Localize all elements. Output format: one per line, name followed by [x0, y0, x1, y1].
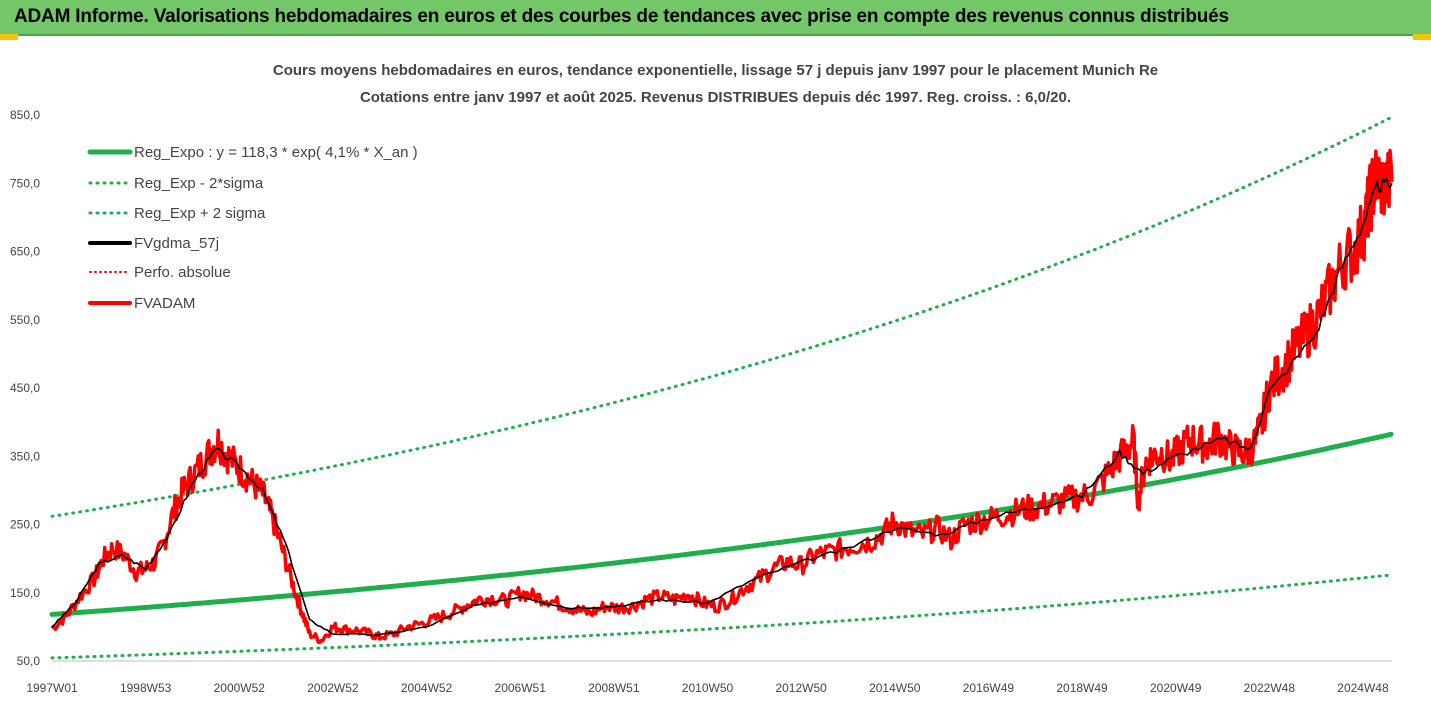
chart-legend: Reg_Expo : y = 118,3 * exp( 4,1% * X_an … — [87, 144, 418, 312]
x-tick-label: 2024W48 — [1337, 681, 1389, 695]
series-fvgdma-57j — [51, 177, 1393, 637]
x-tick-label: 2002W52 — [307, 681, 359, 695]
legend-fvgdma-57j-label: FVgdma_57j — [134, 235, 219, 252]
legend-perfo-absolue-label: Perfo. absolue — [134, 264, 231, 281]
y-tick-label: 350,0 — [10, 449, 40, 463]
series-reg-expo — [49, 431, 1394, 617]
series-fvadam — [50, 148, 1394, 645]
y-tick-label: 650,0 — [10, 245, 40, 259]
report-banner: ADAM Informe. Valorisations hebdomadaire… — [0, 0, 1431, 36]
chart-title: Cours moyens hebdomadaires en euros, ten… — [272, 62, 1159, 79]
chart-axes: 50,0 150,0 250,0 350,0 450,0 550,0 650,0 750,0 8… — [10, 108, 1392, 695]
x-tick-label: 2010W50 — [682, 681, 734, 695]
y-tick-label: 250,0 — [10, 518, 40, 532]
legend-reg-expo-label: Reg_Expo : y = 118,3 * exp( 4,1% * X_an … — [134, 144, 418, 161]
y-tick-label: 850,0 — [10, 108, 40, 122]
chart-series — [49, 116, 1394, 660]
y-tick-label: 550,0 — [10, 313, 40, 327]
x-tick-label: 2000W52 — [214, 681, 266, 695]
corner-accent-left — [0, 34, 18, 40]
series-reg-plus-2sigma — [50, 116, 1393, 518]
x-tick-label: 1998W53 — [120, 681, 172, 695]
x-tick-label: 2022W48 — [1244, 681, 1296, 695]
x-tick-label: 2018W49 — [1056, 681, 1108, 695]
y-tick-label: 50,0 — [17, 654, 41, 668]
chart-subtitle: Cotations entre janv 1997 et août 2025. … — [359, 89, 1072, 106]
legend-reg-minus-2sigma-label: Reg_Exp - 2*sigma — [134, 175, 264, 192]
series-reg-minus-2sigma — [50, 573, 1393, 660]
corner-accent-right — [1413, 34, 1431, 40]
x-tick-label: 2014W50 — [869, 681, 921, 695]
report-title: ADAM Informe. Valorisations hebdomadaire… — [14, 6, 1229, 27]
x-tick-label: 2012W50 — [775, 681, 827, 695]
x-tick-label: 2008W51 — [588, 681, 640, 695]
y-tick-label: 450,0 — [10, 381, 40, 395]
x-tick-label: 2016W49 — [963, 681, 1015, 695]
x-tick-label: 2004W52 — [401, 681, 453, 695]
y-tick-label: 150,0 — [10, 586, 40, 600]
legend-fvadam-label: FVADAM — [134, 295, 195, 312]
legend-reg-plus-2sigma-label: Reg_Exp + 2 sigma — [134, 205, 266, 222]
x-tick-label: 1997W01 — [26, 681, 78, 695]
y-tick-label: 750,0 — [10, 176, 40, 190]
x-tick-label: 2006W51 — [495, 681, 547, 695]
x-tick-label: 2020W49 — [1150, 681, 1202, 695]
